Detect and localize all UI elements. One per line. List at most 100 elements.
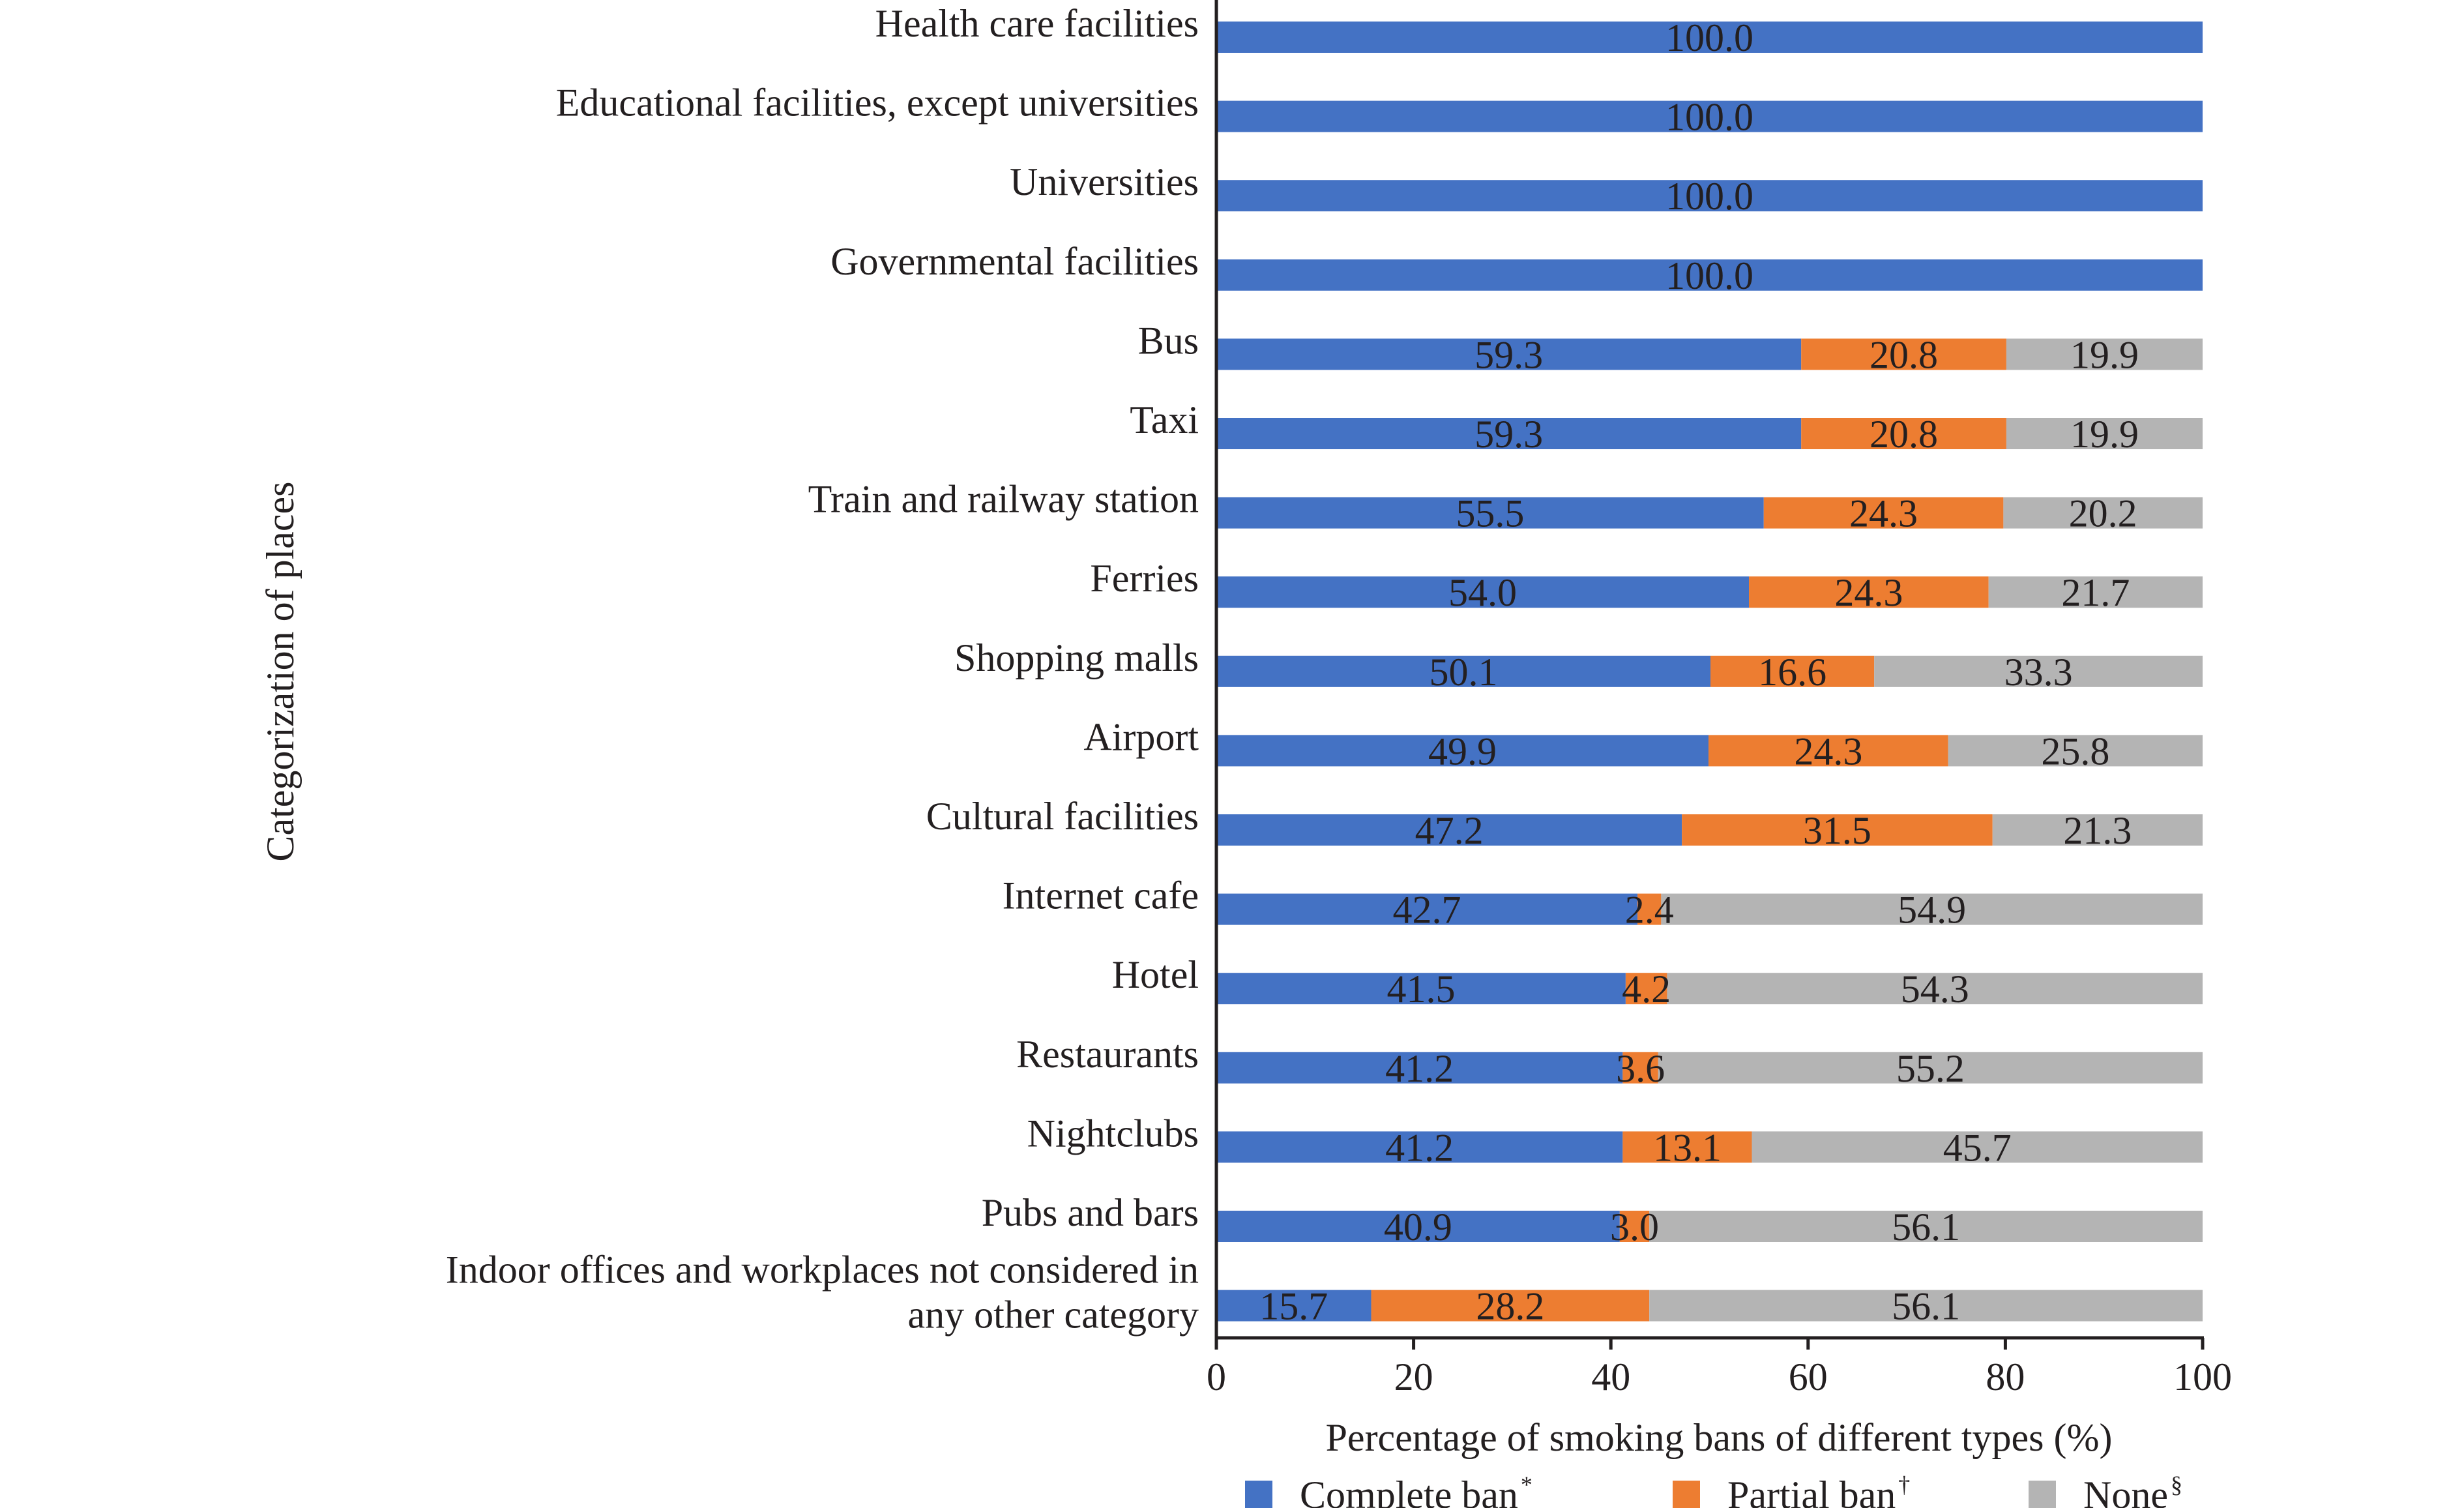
bar-segment <box>1667 973 2203 1005</box>
category-label: Governmental facilities <box>830 240 1199 283</box>
legend: Complete ban * Partial ban † None § <box>1245 1471 2182 1508</box>
x-axis-ticks: 0 20 40 60 80 100 <box>1207 1338 2232 1398</box>
bar-segment <box>1763 497 2004 529</box>
bar-segment <box>1216 1131 1623 1163</box>
data-label: 28.2 <box>1476 1285 1544 1328</box>
data-label: 19.9 <box>2070 333 2139 376</box>
y-axis-title: Categorization of places <box>259 481 302 861</box>
bar-segment <box>1216 973 1626 1005</box>
bar-segment <box>1625 973 1667 1005</box>
bar-segment <box>1216 259 2203 291</box>
legend-swatch <box>1245 1481 1272 1508</box>
data-labels-layer: 100.0 100.0 100.0 100.0 59.3 20.8 19.9 59.3 20.8… <box>1259 16 2139 1328</box>
bar-segment <box>1622 1131 1752 1163</box>
data-label: 20.8 <box>1870 333 1938 376</box>
bar-segment <box>2006 418 2203 449</box>
data-label: 47.2 <box>1415 809 1484 852</box>
data-label: 56.1 <box>1892 1205 1960 1249</box>
data-label: 33.3 <box>2004 651 2073 694</box>
data-label: 40.9 <box>1384 1205 1452 1249</box>
bar-segment <box>1637 893 1662 925</box>
bar-segment <box>2003 497 2203 529</box>
bar-segment <box>1216 22 2203 53</box>
data-label: 59.3 <box>1474 333 1543 376</box>
category-label: Universities <box>1010 160 1199 203</box>
data-label: 54.3 <box>1901 968 1969 1011</box>
data-label: 20.8 <box>1870 413 1938 456</box>
data-label: 41.5 <box>1386 968 1455 1011</box>
category-label: Indoor offices and workplaces not consid… <box>446 1249 1199 1292</box>
data-label: 56.1 <box>1892 1285 1960 1328</box>
bar-segment <box>1216 655 1711 687</box>
bar-segment <box>1216 1211 1620 1242</box>
bar-segment <box>1801 418 2006 449</box>
bar-segment <box>1622 1052 1658 1084</box>
bar-segment <box>1874 655 2203 687</box>
x-tick-label: 0 <box>1207 1355 1226 1398</box>
category-label: Ferries <box>1090 557 1199 600</box>
data-label: 54.9 <box>1898 889 1966 932</box>
data-label: 54.0 <box>1448 571 1517 614</box>
bar-segment <box>1992 814 2203 846</box>
bar-segment <box>1801 338 2006 370</box>
bar-segment <box>1216 1290 1371 1322</box>
category-label: Cultural facilities <box>926 795 1199 838</box>
bar-segment <box>1649 1211 2203 1242</box>
bar-segment <box>1216 735 1709 767</box>
bar-segment <box>1708 735 1948 767</box>
data-label: 55.2 <box>1896 1047 1965 1090</box>
data-label: 25.8 <box>2041 730 2109 773</box>
legend-marker: § <box>2171 1471 2182 1498</box>
category-label: Nightclubs <box>1027 1112 1199 1155</box>
legend-marker: * <box>1521 1471 1533 1498</box>
category-label: Internet cafe <box>1003 874 1199 917</box>
data-label: 3.0 <box>1610 1205 1659 1249</box>
data-label: 55.5 <box>1456 492 1524 535</box>
bar-segment <box>1752 1131 2203 1163</box>
bar-segment <box>1216 576 1750 608</box>
bar-segment <box>1710 655 1875 687</box>
bar-segment <box>1948 735 2203 767</box>
data-label: 41.2 <box>1385 1126 1454 1169</box>
bar-segment <box>1216 418 1802 449</box>
bar-segment <box>1216 1052 1623 1084</box>
data-label: 13.1 <box>1653 1126 1722 1169</box>
legend-marker: † <box>1898 1471 1910 1498</box>
category-label: Restaurants <box>1016 1033 1199 1076</box>
legend-label: Partial ban † <box>1727 1471 1910 1508</box>
data-label: 59.3 <box>1474 413 1543 456</box>
x-tick-label: 100 <box>2173 1355 2232 1398</box>
category-label: Train and railway station <box>808 478 1199 521</box>
data-label: 24.3 <box>1834 571 1903 614</box>
bar-segment <box>1682 814 1993 846</box>
bar-segment <box>1216 497 1764 529</box>
legend-label: Complete ban * <box>1300 1471 1533 1508</box>
category-label: Health care facilities <box>875 2 1199 45</box>
bar-segment <box>1658 1052 2203 1084</box>
bars-layer <box>1216 22 2203 1322</box>
bar-segment <box>1619 1211 1650 1242</box>
data-label: 100.0 <box>1665 96 1753 139</box>
bar-segment <box>1649 1290 2203 1322</box>
x-tick-label: 40 <box>1591 1355 1630 1398</box>
x-axis-title: Percentage of smoking bans of different … <box>1326 1416 2113 1459</box>
bar-segment <box>1216 180 2203 212</box>
data-label: 50.1 <box>1430 651 1498 694</box>
bar-segment <box>1661 893 2203 925</box>
data-label: 19.9 <box>2070 413 2139 456</box>
bar-segment <box>1216 814 1682 846</box>
legend-swatch <box>2029 1481 2056 1508</box>
category-label: Hotel <box>1112 953 1199 996</box>
data-label: 21.3 <box>2063 809 2132 852</box>
category-label: Pubs and bars <box>982 1191 1199 1234</box>
data-label: 42.7 <box>1393 889 1461 932</box>
data-label: 41.2 <box>1385 1047 1454 1090</box>
data-label: 24.3 <box>1794 730 1862 773</box>
x-tick-label: 80 <box>1986 1355 2025 1398</box>
bar-segment <box>1371 1290 1650 1322</box>
bar-segment <box>1216 893 1638 925</box>
category-label: any other category <box>908 1294 1199 1337</box>
data-label: 16.6 <box>1758 651 1826 694</box>
bar-segment <box>2006 338 2203 370</box>
